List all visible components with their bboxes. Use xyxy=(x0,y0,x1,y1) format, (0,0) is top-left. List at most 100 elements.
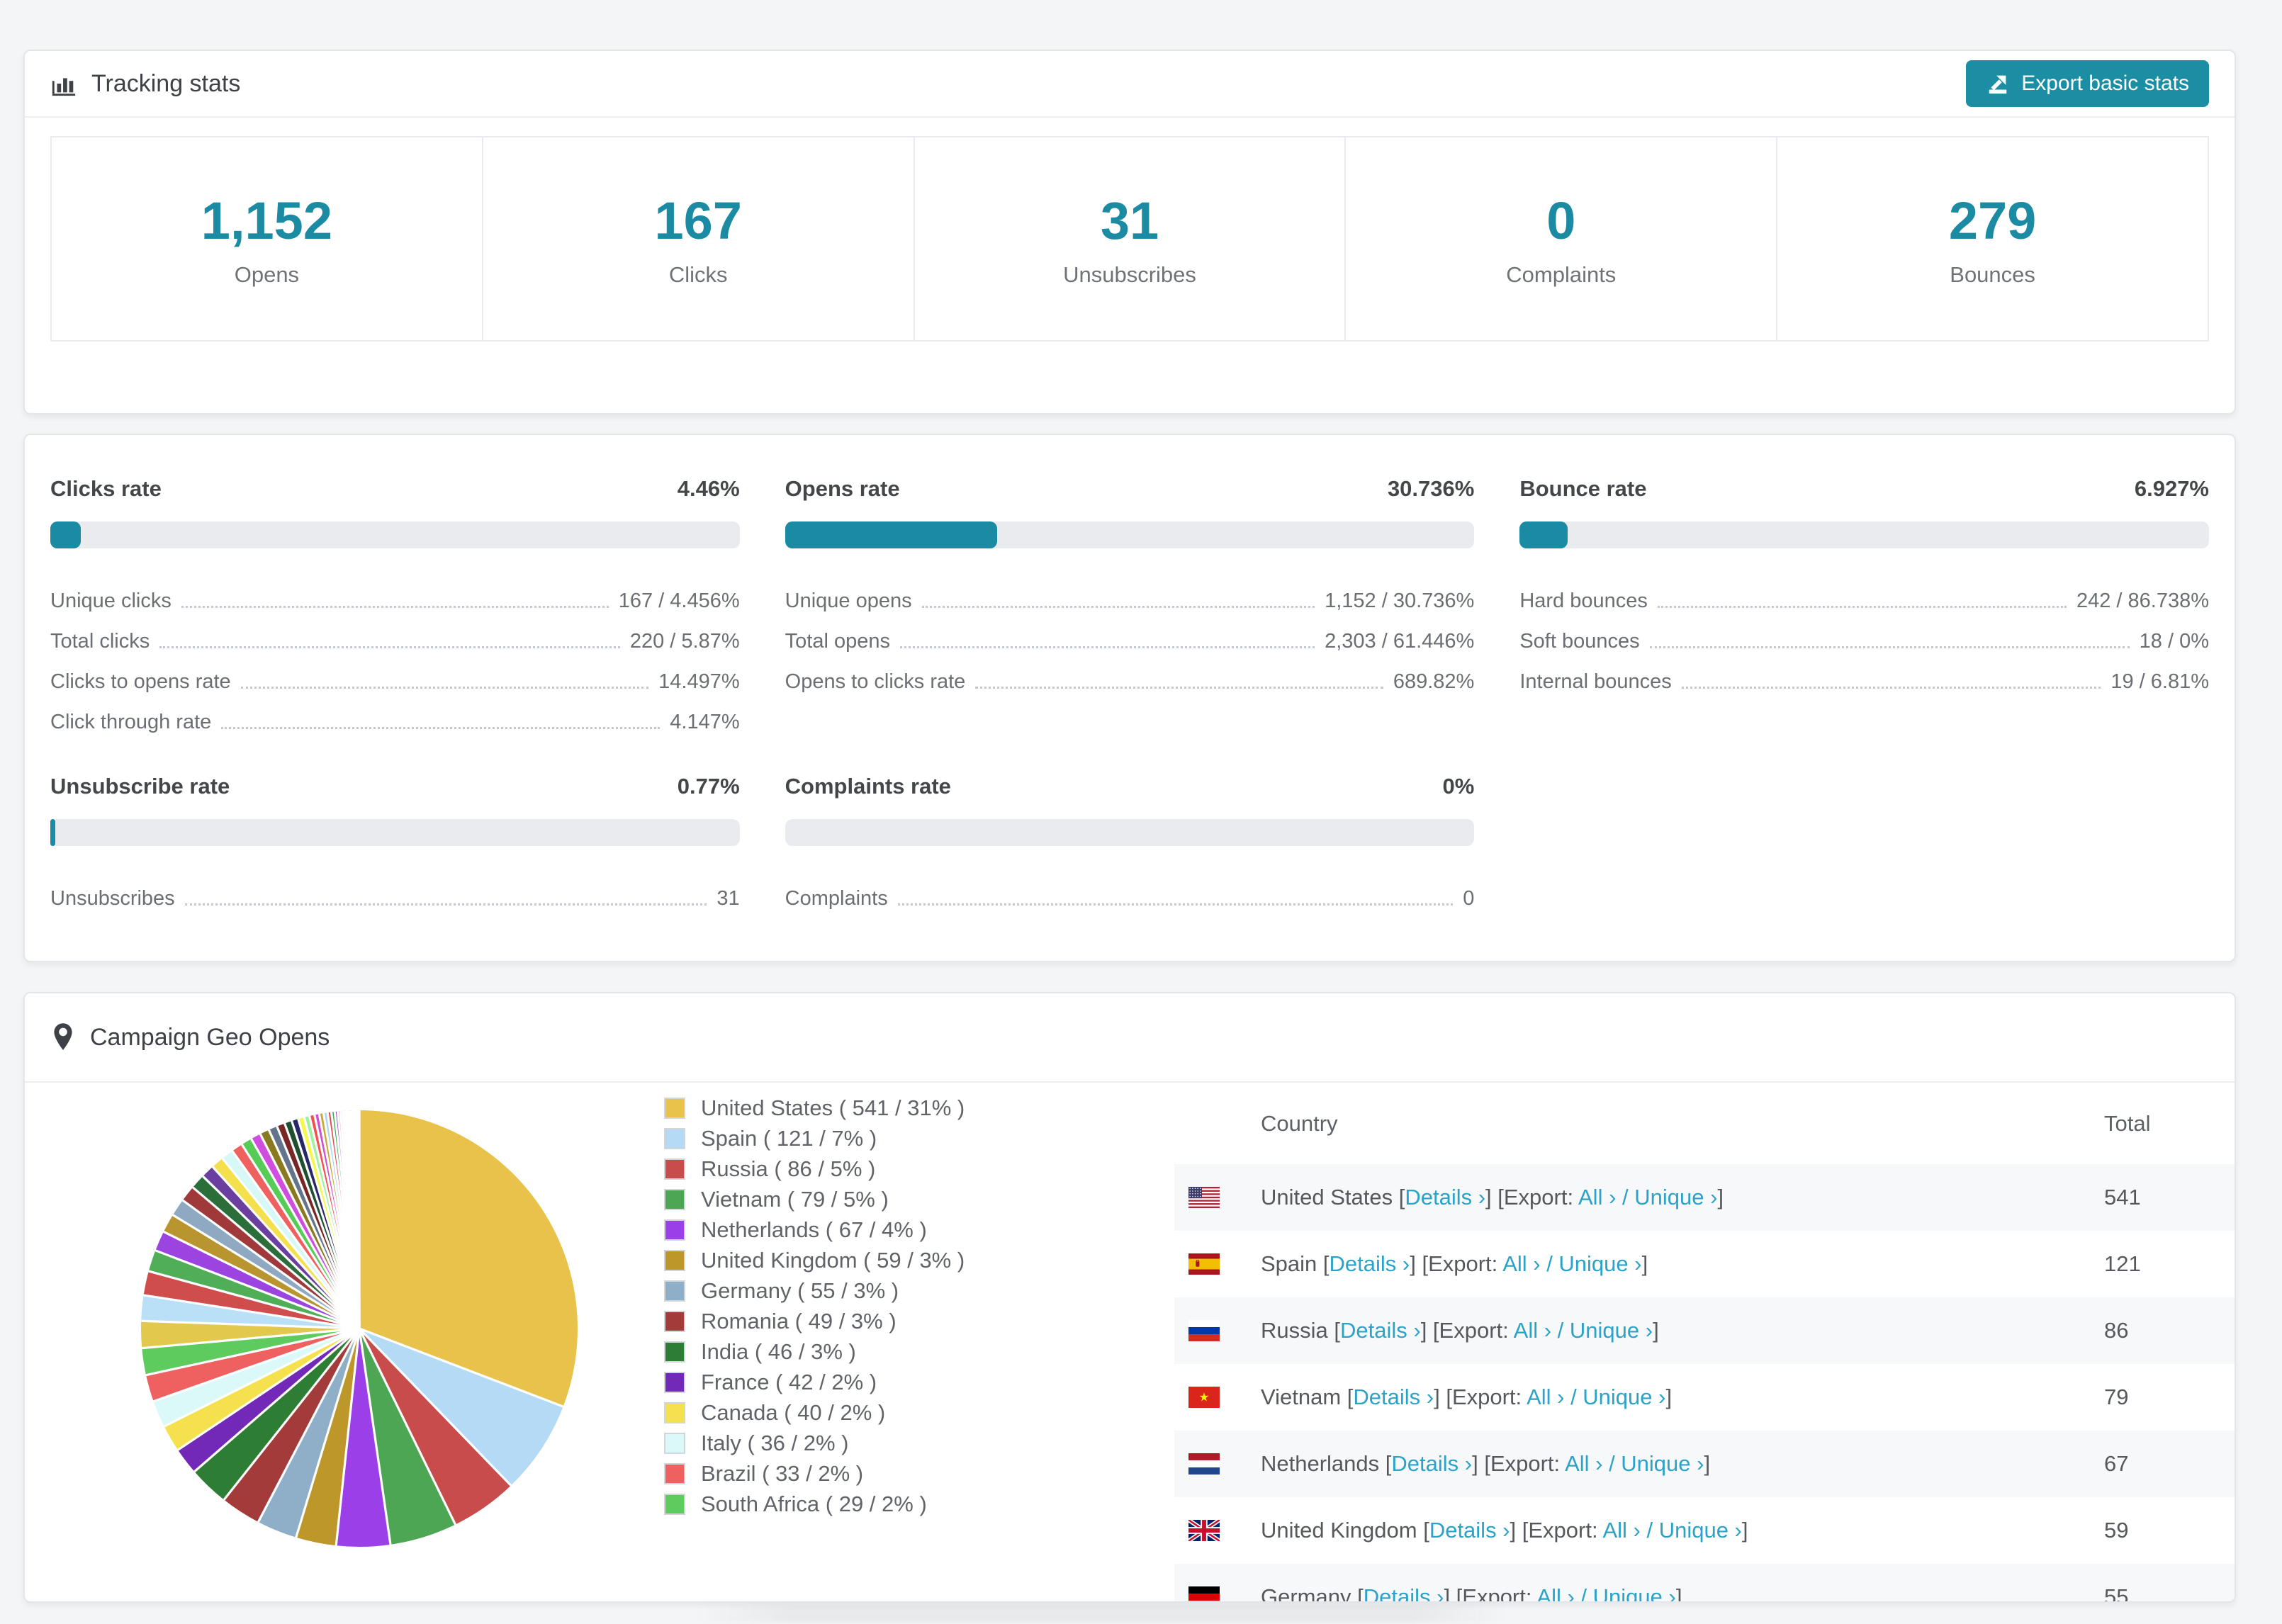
geo-table: Country Total United States [Details ›] … xyxy=(1174,1083,2235,1603)
pie-slice-germany[interactable] xyxy=(258,1329,359,1538)
geo-body: United States ( 541 / 31% ) Spain ( 121 /… xyxy=(25,1083,2235,1603)
pie-slice-russia[interactable] xyxy=(359,1329,511,1525)
details-link[interactable]: Details › xyxy=(1405,1185,1486,1209)
details-link[interactable]: Details › xyxy=(1329,1251,1410,1276)
geo-table-row: United Kingdom [Details ›] [Export: All … xyxy=(1174,1497,2235,1564)
legend-swatch xyxy=(664,1158,685,1180)
pie-slice-gap xyxy=(241,1144,361,1329)
rate-row-value: 18 / 0% xyxy=(2139,629,2209,653)
export-all-link[interactable]: All › xyxy=(1527,1385,1565,1409)
rate-head: Clicks rate 4.46% xyxy=(50,476,740,502)
progress-bar xyxy=(50,521,740,548)
pie-slice-gap xyxy=(163,1230,360,1330)
stat-label: Unsubscribes xyxy=(1063,261,1196,287)
export-unique-link[interactable]: Unique › xyxy=(1634,1185,1718,1209)
details-link[interactable]: Details › xyxy=(1429,1518,1510,1543)
export-unique-link[interactable]: Unique › xyxy=(1658,1518,1742,1543)
details-link[interactable]: Details › xyxy=(1391,1451,1473,1476)
country-total: 541 xyxy=(2104,1185,2141,1209)
export-unique-link[interactable]: Unique › xyxy=(1592,1584,1676,1603)
details-link[interactable]: Details › xyxy=(1340,1318,1421,1343)
rate-row-label: Unique clicks xyxy=(50,589,172,612)
stat-label: Clicks xyxy=(668,261,728,287)
progress-bar xyxy=(1519,521,2209,548)
pie-slice-france[interactable] xyxy=(178,1329,359,1472)
legend-item: Canada ( 40 / 2% ) xyxy=(664,1397,965,1428)
stat-card-complaints: 0 Complaints xyxy=(1344,136,1778,342)
legend-swatch xyxy=(664,1127,685,1149)
pie-slice-netherlands[interactable] xyxy=(336,1329,390,1547)
export-all-link[interactable]: All › xyxy=(1578,1185,1617,1209)
export-unique-link[interactable]: Unique › xyxy=(1583,1385,1666,1409)
legend-swatch xyxy=(664,1371,685,1393)
bracket-text: ] xyxy=(1665,1385,1673,1409)
legend-item: Russia ( 86 / 5% ) xyxy=(664,1154,965,1184)
pie-slice-gap xyxy=(163,1327,360,1428)
pie-slice-other[interactable] xyxy=(223,1151,359,1329)
pie-slice-italy[interactable] xyxy=(153,1329,359,1427)
rate-row-label: Opens to clicks rate xyxy=(785,670,966,693)
pie-slice-canada[interactable] xyxy=(164,1329,359,1450)
rate-value: 30.736% xyxy=(1387,476,1475,501)
stat-card-opens: 1,152 Opens xyxy=(50,136,483,342)
export-all-link[interactable]: All › xyxy=(1536,1584,1575,1603)
details-link[interactable]: Details › xyxy=(1363,1584,1444,1603)
pie-slice-other[interactable] xyxy=(172,1200,359,1329)
legend-swatch xyxy=(664,1219,685,1241)
progress-bar-fill xyxy=(1519,521,1568,548)
geo-pie-chart[interactable] xyxy=(133,1102,586,1555)
export-basic-stats-button[interactable]: Export basic stats xyxy=(1966,60,2209,107)
tracking-stats-card: Tracking stats Export basic stats 1,152 O… xyxy=(23,50,2236,415)
map-pin-icon xyxy=(50,1022,76,1053)
legend-swatch xyxy=(664,1493,685,1515)
pie-slice-romania[interactable] xyxy=(224,1329,359,1523)
legend-item: United Kingdom ( 59 / 3% ) xyxy=(664,1245,965,1275)
rate-title: Bounce rate xyxy=(1519,476,1647,501)
rate-section-bounce-rate: Bounce rate 6.927% Hard bounces 242 / 86.73… xyxy=(1519,476,2209,694)
export-unique-link[interactable]: Unique › xyxy=(1621,1451,1704,1476)
rate-stat-row: Clicks to opens rate 14.497% xyxy=(50,653,740,694)
pie-legend: United States ( 541 / 31% ) Spain ( 121 /… xyxy=(664,1093,965,1519)
bracket-text: [ xyxy=(1334,1318,1340,1343)
country-cell: Netherlands [Details ›] [Export: All › /… xyxy=(1261,1451,2104,1477)
geo-table-row: Germany [Details ›] [Export: All › / Uni… xyxy=(1174,1564,2235,1603)
stat-value: 167 xyxy=(654,191,742,250)
details-link[interactable]: Details › xyxy=(1353,1385,1434,1409)
pie-slice-gap xyxy=(145,1327,360,1377)
pie-slice-gap xyxy=(192,1186,361,1330)
export-all-link[interactable]: All › xyxy=(1502,1251,1541,1276)
pie-slice-other[interactable] xyxy=(213,1158,359,1329)
flag-vn-icon xyxy=(1188,1387,1220,1408)
export-unique-link[interactable]: Unique › xyxy=(1569,1318,1653,1343)
pie-slice-united-states[interactable] xyxy=(359,1110,578,1407)
pie-slice-gap xyxy=(223,1328,361,1501)
export-all-link[interactable]: All › xyxy=(1513,1318,1552,1343)
bracket-text: [ xyxy=(1357,1584,1364,1603)
pie-slice-gap xyxy=(359,1327,564,1408)
export-all-link[interactable]: All › xyxy=(1565,1451,1603,1476)
geo-table-row: United States [Details ›] [Export: All ›… xyxy=(1174,1164,2235,1231)
country-cell: United States [Details ›] [Export: All ›… xyxy=(1261,1185,2104,1210)
country-total: 59 xyxy=(2104,1518,2129,1543)
legend-item: Brazil ( 33 / 2% ) xyxy=(664,1458,965,1489)
pie-slice-other[interactable] xyxy=(163,1214,359,1329)
pie-slice-gap xyxy=(283,1123,361,1329)
slash-separator: / xyxy=(1640,1518,1659,1543)
pie-slice-gap xyxy=(193,1327,361,1473)
pie-slice-other[interactable] xyxy=(203,1166,359,1329)
stat-value: 1,152 xyxy=(201,191,332,250)
legend-item: Spain ( 121 / 7% ) xyxy=(664,1123,965,1154)
pie-slice-gap xyxy=(358,1328,456,1526)
pie-slice-other[interactable] xyxy=(193,1176,359,1329)
geo-table-body: United States [Details ›] [Export: All ›… xyxy=(1174,1164,2235,1603)
rate-row-label: Hard bounces xyxy=(1519,589,1648,612)
export-all-link[interactable]: All › xyxy=(1602,1518,1641,1543)
rate-row-value: 242 / 86.738% xyxy=(2076,589,2209,612)
legend-label: France ( 42 / 2% ) xyxy=(701,1369,877,1394)
dotted-leader xyxy=(221,727,661,729)
pie-slice-india[interactable] xyxy=(194,1329,359,1500)
export-unique-link[interactable]: Unique › xyxy=(1558,1251,1642,1276)
geo-table-row: Netherlands [Details ›] [Export: All › /… xyxy=(1174,1431,2235,1497)
pie-slice-spain[interactable] xyxy=(359,1329,563,1486)
pie-slice-other[interactable] xyxy=(182,1187,359,1329)
